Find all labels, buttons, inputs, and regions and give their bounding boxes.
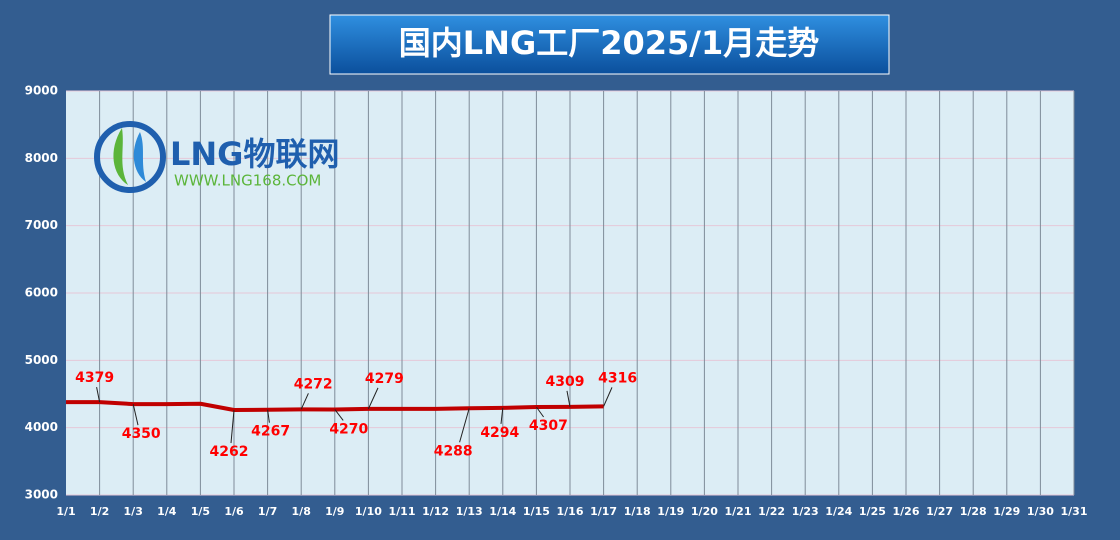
logo-leaf bbox=[133, 132, 146, 182]
data-label: 4262 bbox=[210, 444, 249, 460]
y-tick-label: 6000 bbox=[25, 286, 58, 300]
data-label: 4270 bbox=[329, 421, 368, 437]
logo: LNG物联网 WWW.LNG168.COM bbox=[94, 121, 339, 193]
data-label: 4309 bbox=[546, 374, 585, 390]
data-label: 4267 bbox=[251, 424, 290, 440]
x-tick-label: 1/8 bbox=[292, 505, 311, 518]
x-tick-label: 1/14 bbox=[489, 505, 516, 518]
data-label: 4288 bbox=[434, 443, 473, 459]
y-tick-label: 9000 bbox=[25, 84, 58, 98]
x-tick-label: 1/16 bbox=[557, 505, 584, 518]
x-tick-label: 1/20 bbox=[691, 505, 718, 518]
x-tick-label: 1/7 bbox=[258, 505, 277, 518]
logo-url: WWW.LNG168.COM bbox=[174, 172, 321, 190]
x-tick-label: 1/1 bbox=[56, 505, 75, 518]
x-tick-label: 1/17 bbox=[590, 505, 617, 518]
leader-line bbox=[267, 409, 270, 423]
x-tick-label: 1/18 bbox=[624, 505, 651, 518]
x-tick-label: 1/31 bbox=[1061, 505, 1088, 518]
leader-line bbox=[334, 409, 344, 421]
data-label: 4279 bbox=[365, 371, 404, 387]
x-tick-label: 1/27 bbox=[926, 505, 953, 518]
leader-line bbox=[230, 409, 235, 444]
y-tick-label: 7000 bbox=[25, 218, 58, 232]
x-tick-label: 1/30 bbox=[1027, 505, 1054, 518]
x-tick-label: 1/22 bbox=[758, 505, 785, 518]
leader-line bbox=[500, 407, 504, 424]
logo-leaf bbox=[113, 128, 128, 185]
leader-line bbox=[603, 387, 613, 407]
y-tick-label: 8000 bbox=[25, 151, 58, 165]
x-tick-label: 1/10 bbox=[355, 505, 382, 518]
x-tick-label: 1/26 bbox=[893, 505, 920, 518]
leader-line bbox=[300, 393, 309, 410]
data-label: 4272 bbox=[294, 376, 333, 392]
x-tick-label: 1/24 bbox=[825, 505, 852, 518]
leader-line bbox=[459, 408, 470, 443]
x-tick-label: 1/19 bbox=[657, 505, 684, 518]
x-tick-label: 1/25 bbox=[859, 505, 886, 518]
data-label: 4350 bbox=[122, 426, 161, 442]
x-tick-label: 1/12 bbox=[422, 505, 449, 518]
y-tick-label: 4000 bbox=[25, 420, 58, 434]
leader-line bbox=[132, 403, 139, 426]
data-label: 4294 bbox=[480, 425, 519, 441]
x-tick-label: 1/23 bbox=[792, 505, 819, 518]
x-tick-label: 1/6 bbox=[224, 505, 244, 518]
data-label: 4379 bbox=[75, 370, 114, 386]
x-tick-label: 1/3 bbox=[124, 505, 143, 518]
data-label: 4307 bbox=[529, 418, 568, 434]
y-tick-label: 5000 bbox=[25, 353, 58, 367]
x-tick-label: 1/2 bbox=[90, 505, 109, 518]
y-tick-label: 3000 bbox=[25, 488, 58, 502]
chart-title: 国内LNG工厂2025/1月走势 bbox=[399, 24, 819, 62]
leader-line bbox=[367, 387, 379, 410]
x-tick-label: 1/28 bbox=[960, 505, 987, 518]
data-label: 4316 bbox=[598, 370, 637, 386]
x-tick-label: 1/9 bbox=[325, 505, 344, 518]
x-tick-label: 1/13 bbox=[456, 505, 483, 518]
x-tick-label: 1/11 bbox=[389, 505, 416, 518]
leader-line bbox=[96, 387, 101, 403]
x-tick-label: 1/5 bbox=[191, 505, 210, 518]
title-box bbox=[329, 14, 890, 75]
logo-name: LNG物联网 bbox=[170, 135, 339, 173]
leader-line bbox=[535, 406, 545, 418]
x-tick-label: 1/4 bbox=[157, 505, 177, 518]
x-tick-label: 1/15 bbox=[523, 505, 550, 518]
logo-ring bbox=[94, 121, 166, 193]
x-tick-label: 1/21 bbox=[725, 505, 752, 518]
leader-line bbox=[566, 390, 571, 407]
x-tick-label: 1/29 bbox=[993, 505, 1020, 518]
